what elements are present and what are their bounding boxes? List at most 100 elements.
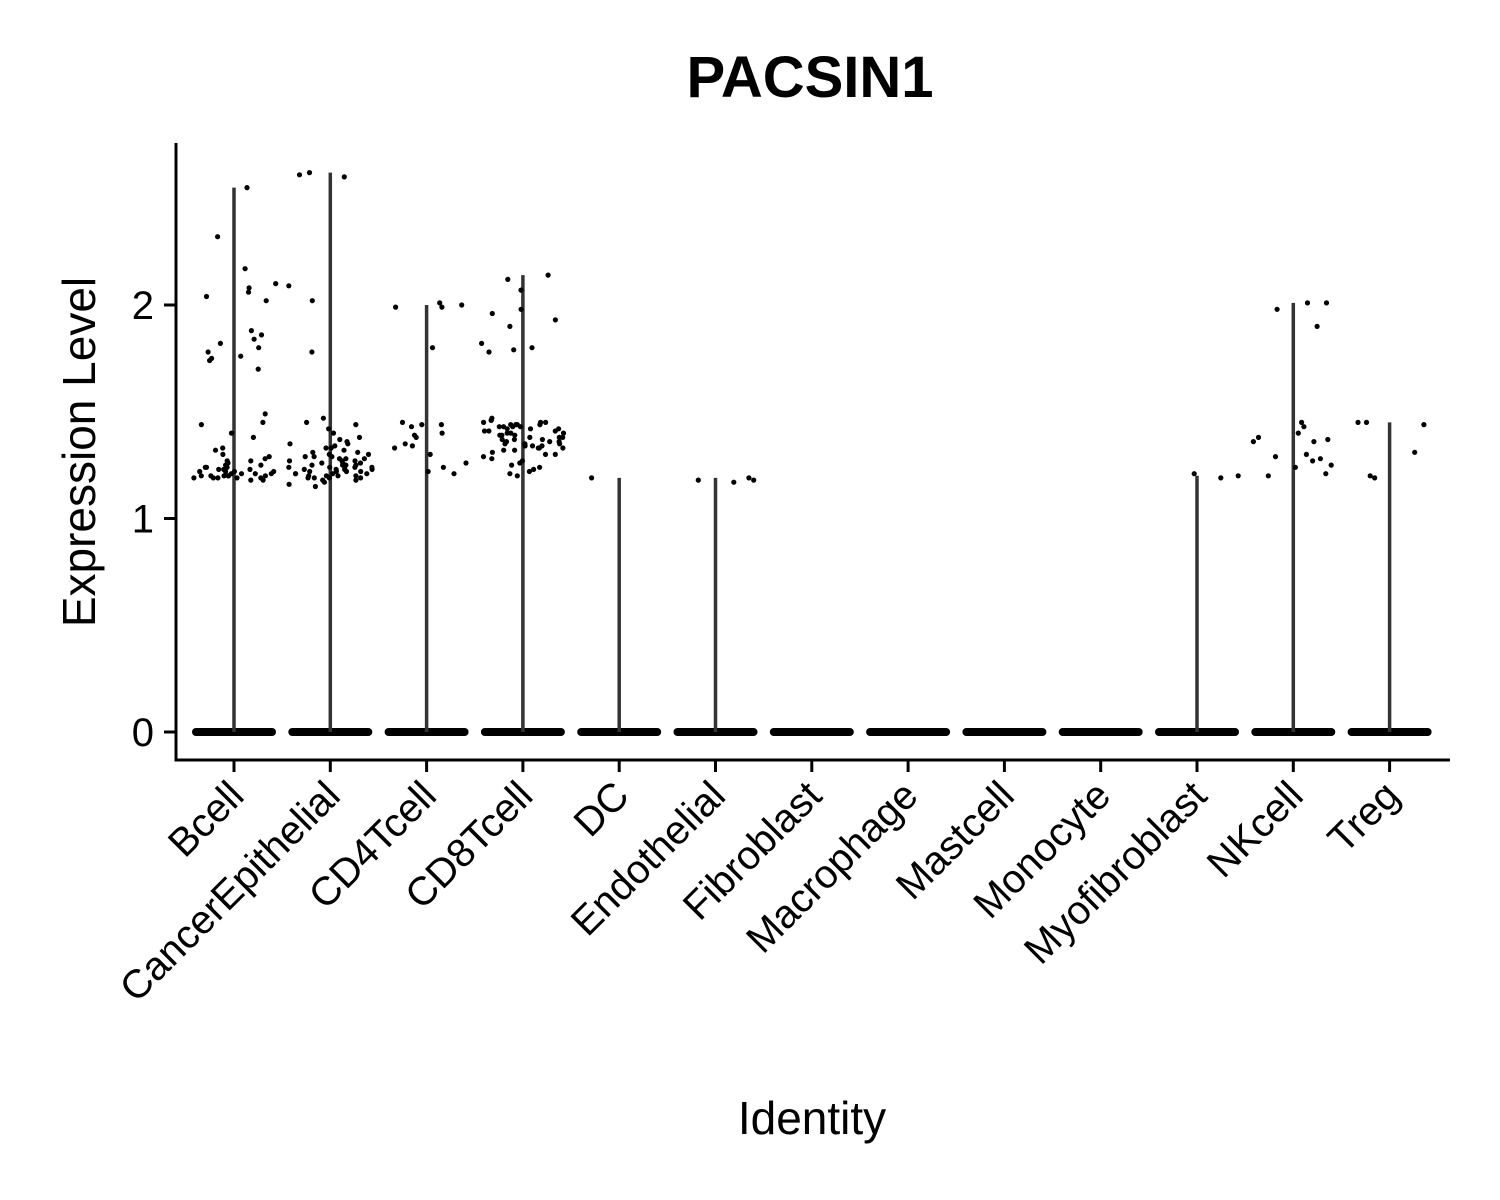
data-point	[234, 475, 240, 481]
data-point	[260, 419, 266, 425]
data-point	[198, 473, 204, 479]
data-point	[341, 174, 347, 180]
data-point	[326, 426, 332, 432]
data-point	[419, 422, 425, 428]
data-point	[504, 430, 510, 436]
data-point	[286, 458, 293, 464]
data-point	[246, 285, 252, 291]
data-point	[507, 323, 513, 329]
data-point	[337, 436, 343, 443]
y-tick-label: 0	[132, 711, 154, 755]
data-point	[499, 436, 505, 443]
data-point	[329, 454, 335, 460]
chart-title: PACSIN1	[686, 45, 933, 110]
data-point	[251, 336, 257, 342]
data-point	[306, 170, 313, 176]
data-point	[326, 475, 332, 481]
data-point	[330, 471, 336, 477]
data-point	[518, 287, 524, 293]
data-point	[527, 434, 533, 440]
x-axis-title: Identity	[738, 1092, 886, 1144]
data-point	[365, 451, 372, 457]
data-point	[357, 460, 364, 466]
data-point	[439, 304, 445, 310]
data-point	[427, 451, 433, 457]
data-point	[1367, 473, 1373, 479]
data-point	[560, 445, 566, 451]
data-point	[1323, 471, 1329, 477]
data-point	[328, 445, 334, 451]
data-point	[352, 458, 358, 464]
data-point	[552, 428, 558, 434]
data-point	[311, 475, 317, 481]
data-point	[507, 471, 513, 477]
data-point	[556, 434, 562, 440]
data-point	[437, 300, 443, 306]
x-tick-label: NKcell	[1199, 773, 1312, 886]
data-point	[1310, 458, 1316, 464]
data-point	[557, 441, 563, 447]
data-point	[215, 234, 221, 240]
data-point	[695, 477, 701, 483]
data-point	[1372, 475, 1378, 481]
data-point	[224, 464, 230, 470]
data-point	[480, 454, 487, 460]
data-point	[223, 468, 229, 475]
y-axis-title: Expression Level	[53, 277, 105, 627]
data-point	[522, 443, 528, 449]
data-point	[330, 430, 337, 436]
data-point	[207, 357, 213, 364]
y-tick-label: 1	[132, 498, 154, 542]
data-point	[286, 283, 292, 289]
data-point	[542, 451, 549, 457]
data-point	[238, 471, 245, 477]
data-point	[489, 456, 495, 462]
data-point	[341, 447, 347, 453]
data-point	[1301, 424, 1307, 430]
data-point	[1317, 456, 1323, 462]
data-point	[225, 473, 231, 479]
data-point	[1292, 464, 1298, 470]
data-point	[505, 276, 511, 282]
data-point	[1421, 422, 1427, 428]
data-point	[429, 345, 436, 351]
data-point	[301, 466, 307, 472]
data-point	[509, 462, 515, 468]
data-point	[489, 449, 495, 455]
data-point	[392, 445, 398, 451]
data-point	[217, 340, 223, 346]
violin-baseline	[962, 728, 1047, 736]
data-point	[1314, 323, 1320, 329]
data-point	[408, 424, 415, 430]
data-point	[309, 349, 315, 355]
data-point	[356, 434, 363, 440]
data-point	[543, 419, 549, 425]
data-point	[197, 468, 203, 475]
data-point	[529, 443, 536, 449]
data-point	[486, 349, 492, 355]
data-point	[751, 477, 757, 483]
data-point	[1311, 439, 1317, 445]
data-point	[531, 466, 537, 472]
data-point	[205, 349, 211, 355]
data-point	[413, 434, 419, 440]
data-point	[514, 473, 520, 479]
data-point	[256, 345, 262, 351]
data-point	[425, 468, 431, 475]
data-point	[312, 483, 318, 490]
data-point	[258, 332, 265, 338]
data-point	[340, 462, 346, 468]
violin-baseline	[769, 728, 854, 736]
data-point	[215, 475, 221, 481]
data-point	[255, 366, 261, 372]
data-point	[355, 449, 361, 455]
data-point	[244, 185, 250, 191]
data-point	[212, 447, 219, 453]
data-point	[302, 454, 308, 460]
plot-area: 012BcellCancerEpithelialCD4TcellCD8Tcell…	[112, 143, 1450, 1010]
data-point	[512, 432, 518, 438]
data-point	[250, 434, 256, 440]
data-point	[369, 466, 375, 472]
data-point	[198, 422, 204, 428]
